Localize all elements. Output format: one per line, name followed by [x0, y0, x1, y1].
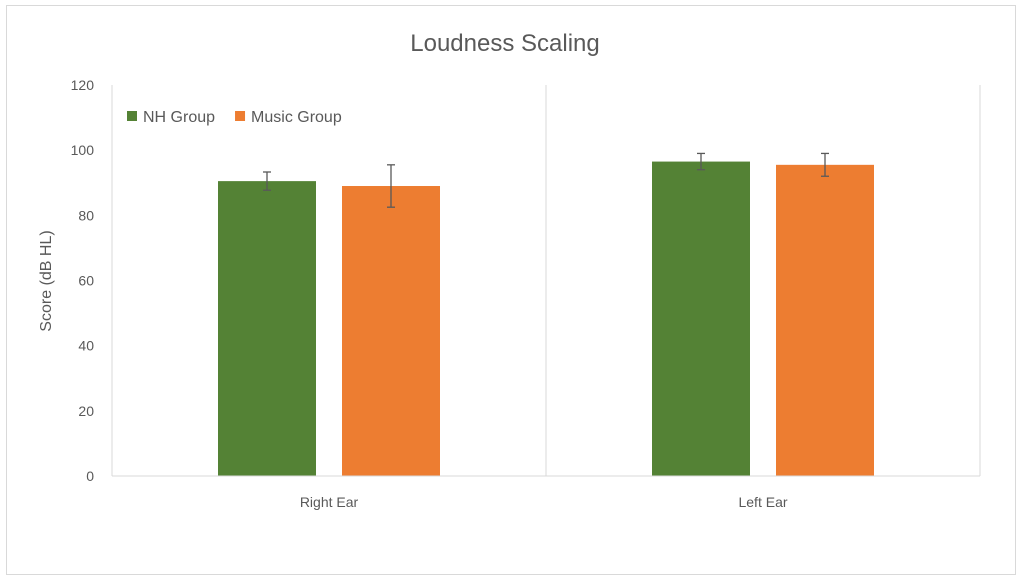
y-tick-label: 60: [78, 273, 94, 289]
bar: [652, 161, 750, 476]
y-tick-label: 100: [71, 142, 95, 158]
y-tick-label: 120: [71, 77, 95, 93]
legend-swatch: [235, 111, 246, 121]
legend-label: Music Group: [251, 109, 342, 126]
chart-title: Loudness Scaling: [410, 30, 599, 57]
bar: [342, 186, 440, 476]
x-tick-label: Left Ear: [738, 494, 787, 510]
y-tick-label: 80: [78, 207, 94, 223]
legend-label: NH Group: [143, 109, 215, 126]
legend-swatch: [127, 111, 137, 121]
plot-area: 0 20 40 60 80 100 120 Right Ear Left Ear: [71, 77, 981, 510]
legend: NH Group Music Group: [127, 109, 342, 126]
x-tick-label: Right Ear: [300, 494, 359, 510]
bar: [776, 164, 874, 476]
y-tick-label: 0: [86, 468, 94, 484]
y-tick-label: 40: [78, 338, 94, 354]
y-tick-label: 20: [78, 403, 94, 419]
bar: [218, 181, 316, 476]
y-axis-label: Score (dB HL): [38, 230, 55, 331]
